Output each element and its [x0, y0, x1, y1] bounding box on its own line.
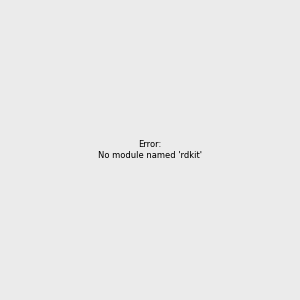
- Text: Error:
No module named 'rdkit': Error: No module named 'rdkit': [98, 140, 202, 160]
